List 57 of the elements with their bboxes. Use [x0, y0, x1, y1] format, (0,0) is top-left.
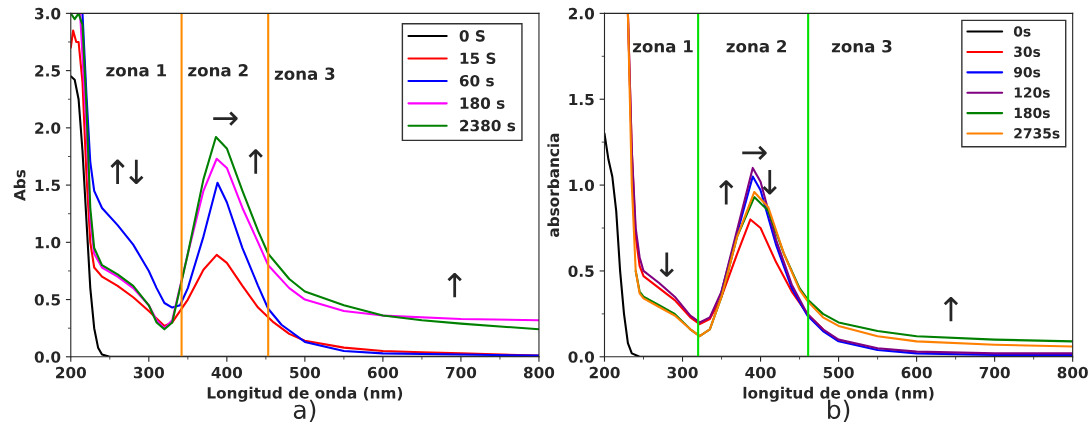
x-tick-label: 600	[901, 366, 932, 379]
annotation: zona 1	[106, 64, 167, 77]
annotation: ↓	[659, 252, 674, 277]
y-axis-title: absorbancia	[547, 133, 560, 237]
legend-label: 60 s	[459, 74, 494, 87]
legend-label: 15 S	[460, 52, 496, 65]
y-axis-title: Abs	[13, 169, 26, 201]
annotation: zona 3	[831, 39, 892, 53]
legend-label: 2380 s	[460, 119, 516, 132]
x-tick-label: 200	[589, 366, 620, 379]
annotation: zona 3	[274, 67, 335, 81]
x-tick-label: 800	[1057, 366, 1088, 379]
y-tick-label: 3.0	[35, 7, 61, 20]
annotation: ↓	[129, 159, 144, 185]
y-tick-label: 0.0	[34, 351, 61, 363]
x-tick-label: 600	[367, 366, 399, 379]
annotation: ↑	[110, 159, 125, 184]
x-tick-label: 700	[446, 366, 477, 379]
annotation: ↑	[248, 149, 263, 174]
annotation: ↓	[762, 169, 777, 195]
legend-label: 180s	[1014, 107, 1050, 119]
y-tick-label: 0.5	[34, 294, 60, 306]
annotation: ↑	[447, 272, 462, 298]
legend-label: 30s	[1014, 46, 1041, 58]
x-tick-label: 400	[211, 366, 243, 379]
annotation: ↑	[719, 180, 734, 205]
legend-label: 180 s	[460, 97, 505, 109]
legend-label: 120s	[1014, 87, 1050, 98]
x-tick-label: 200	[56, 366, 86, 379]
annotation: zona 2	[726, 39, 787, 53]
legend-label: 0s	[1013, 26, 1031, 37]
legend-label: 2735s	[1014, 128, 1060, 139]
x-tick-label: 500	[290, 366, 321, 379]
y-tick-label: 0.5	[568, 265, 594, 277]
annotation: ↑	[943, 296, 959, 322]
x-tick-label: 800	[523, 366, 555, 379]
annotation: zona 1	[632, 40, 693, 53]
x-tick-label: 700	[979, 366, 1010, 379]
x-tick-label: 400	[745, 366, 776, 379]
y-tick-label: 1.0	[569, 179, 595, 192]
annotation: zona 2	[188, 63, 248, 77]
legend-label: 0 S	[459, 30, 485, 42]
text: b)	[828, 399, 850, 422]
x-tick-label: 300	[667, 366, 698, 379]
y-tick-label: 0.0	[568, 351, 595, 363]
y-tick-label: 2.5	[35, 65, 60, 77]
x-tick-label: 300	[133, 366, 165, 379]
y-tick-label: 2.0	[568, 7, 595, 20]
y-tick-label: 2.0	[35, 122, 61, 134]
annotation: →	[742, 145, 767, 161]
text: a)	[293, 399, 316, 422]
annotation: →	[213, 111, 238, 126]
y-tick-label: 1.5	[569, 93, 594, 106]
x-tick-label: 500	[823, 366, 854, 379]
y-tick-label: 1.0	[35, 236, 61, 249]
legend-label: 90s	[1013, 66, 1041, 78]
y-tick-label: 1.5	[35, 179, 60, 192]
